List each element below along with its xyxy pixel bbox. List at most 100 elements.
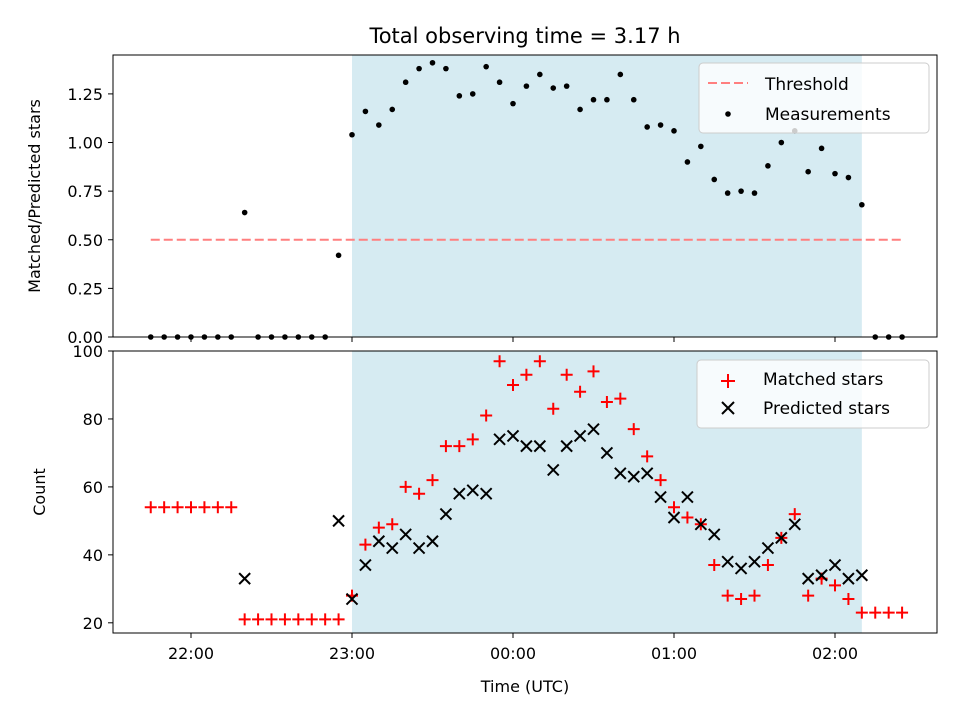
top-x-ticks (190, 337, 836, 342)
y-tick-label: 1.25 (67, 85, 103, 104)
legend-threshold-label: Threshold (764, 75, 849, 95)
legend-predicted-label: Predicted stars (763, 399, 890, 419)
legend-measurements-label: Measurements (765, 105, 891, 125)
bottom-legend: Matched stars Predicted stars (696, 359, 930, 429)
matched-star-point (520, 368, 533, 381)
predicted-star-point (640, 467, 654, 480)
measurement-point (724, 190, 731, 196)
predicted-star-point (560, 439, 573, 453)
predicted-star-point (855, 569, 869, 582)
measurement-point (456, 93, 463, 99)
measurement-point (805, 168, 811, 175)
predicted-star-point (842, 572, 855, 585)
x-tick-label: 00:00 (490, 644, 536, 663)
top-legend: Threshold Measurements (698, 62, 930, 134)
matched-star-point (721, 589, 734, 602)
matched-star-point (654, 474, 667, 487)
measurement-point (510, 100, 516, 107)
predicted-stars-points (238, 422, 869, 606)
predicted-star-point (734, 562, 748, 575)
matched-star-point (587, 365, 600, 378)
matched-star-point (882, 606, 895, 619)
predicted-star-point (721, 555, 734, 568)
measurement-point (630, 96, 637, 103)
predicted-star-point (801, 572, 815, 585)
y-tick-label: 80 (83, 410, 103, 429)
measurement-point (859, 201, 865, 208)
matched-star-point (252, 613, 265, 626)
matched-star-point (869, 606, 882, 619)
top-legend-box (698, 62, 930, 134)
predicted-star-point (332, 514, 345, 528)
predicted-star-point (386, 541, 399, 555)
predicted-star-point (359, 558, 372, 572)
matched-star-point (896, 606, 909, 619)
x-axis-label: Time (UTC) (480, 677, 569, 696)
matched-star-point (842, 593, 855, 606)
predicted-star-point (573, 429, 587, 443)
predicted-star-point (694, 518, 708, 531)
measurement-point (604, 96, 610, 103)
measurement-point (349, 131, 355, 138)
bottom-axes-frame (112, 350, 938, 634)
measurement-point (617, 71, 624, 78)
bottom-y-axis-label: Count (30, 468, 49, 516)
matched-star-point (560, 368, 573, 381)
matched-star-point (466, 433, 479, 446)
matched-star-point (144, 501, 157, 514)
measurement-point (778, 139, 785, 146)
matched-star-point (265, 613, 278, 626)
measurement-point (429, 59, 436, 66)
x-tick-label: 22:00 (168, 644, 214, 663)
matched-star-point (788, 508, 801, 521)
matched-star-point (171, 501, 184, 514)
measurement-point (765, 163, 771, 169)
legend-measurements-swatch (725, 111, 731, 117)
matched-star-point (292, 613, 305, 626)
predicted-star-point (681, 490, 694, 504)
predicted-star-point (788, 518, 801, 531)
predicted-star-point (399, 528, 412, 541)
predicted-star-point (412, 541, 426, 555)
top-axes-frame (112, 54, 938, 338)
measurement-point (523, 83, 530, 89)
measurement-point (563, 83, 570, 89)
legend-matched-label: Matched stars (763, 370, 883, 390)
predicted-star-point (453, 487, 466, 500)
measurement-point (402, 79, 409, 86)
matched-star-point (574, 385, 587, 398)
predicted-star-point (372, 535, 386, 548)
measurement-point (832, 170, 838, 177)
matched-star-point (185, 501, 197, 514)
predicted-star-point (761, 541, 775, 555)
matched-star-point (413, 487, 426, 500)
matched-star-point (855, 606, 868, 619)
predicted-star-point (587, 422, 600, 436)
measurement-point (389, 106, 396, 113)
x-tick-label: 23:00 (329, 644, 375, 663)
matched-star-point (533, 355, 546, 368)
predicted-star-point (533, 439, 547, 453)
y-tick-label: 1.00 (67, 134, 103, 153)
measurement-point (577, 106, 583, 113)
measurement-point (335, 252, 342, 259)
matched-star-point (507, 378, 519, 391)
measurement-point (496, 79, 503, 86)
measurement-point (483, 63, 489, 70)
measurement-point (376, 122, 382, 128)
predicted-star-point (345, 592, 359, 606)
measurement-point (550, 85, 557, 91)
matched-star-point (211, 501, 224, 514)
predicted-star-point (708, 528, 721, 541)
matched-star-point (453, 440, 466, 453)
bottom-x-ticks: 22:00 23:00 00:00 01:00 02:00 (168, 633, 858, 663)
measurement-point (537, 71, 543, 78)
top-panel: 0.00 0.25 0.50 0.75 1.00 1.25 Total observing… (25, 24, 938, 347)
matched-star-point (668, 501, 680, 514)
predicted-star-point (547, 463, 560, 477)
predicted-star-point (520, 439, 533, 453)
matched-star-point (158, 501, 171, 514)
matched-star-point (225, 501, 238, 514)
matched-star-point (829, 579, 841, 592)
matched-star-point (372, 521, 385, 534)
